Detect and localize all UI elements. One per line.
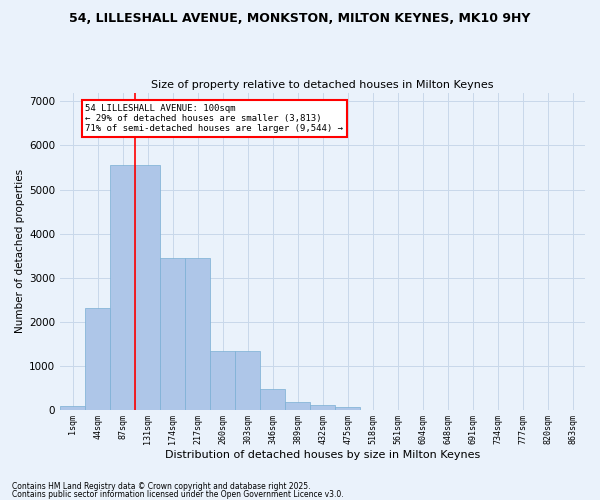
Text: 54 LILLESHALL AVENUE: 100sqm
← 29% of detached houses are smaller (3,813)
71% of: 54 LILLESHALL AVENUE: 100sqm ← 29% of de… xyxy=(85,104,343,134)
Bar xyxy=(135,166,160,410)
Y-axis label: Number of detached properties: Number of detached properties xyxy=(15,169,25,333)
Text: 54, LILLESHALL AVENUE, MONKSTON, MILTON KEYNES, MK10 9HY: 54, LILLESHALL AVENUE, MONKSTON, MILTON … xyxy=(70,12,530,26)
X-axis label: Distribution of detached houses by size in Milton Keynes: Distribution of detached houses by size … xyxy=(165,450,480,460)
Text: Contains public sector information licensed under the Open Government Licence v3: Contains public sector information licen… xyxy=(12,490,344,499)
Title: Size of property relative to detached houses in Milton Keynes: Size of property relative to detached ho… xyxy=(151,80,494,90)
Bar xyxy=(210,352,235,410)
Bar xyxy=(260,389,285,409)
Bar xyxy=(110,166,135,410)
Bar xyxy=(185,258,210,410)
Bar xyxy=(235,352,260,410)
Bar xyxy=(285,402,310,409)
Bar xyxy=(85,308,110,410)
Bar xyxy=(160,258,185,410)
Bar xyxy=(310,405,335,409)
Bar xyxy=(335,406,360,410)
Bar xyxy=(60,406,85,410)
Text: Contains HM Land Registry data © Crown copyright and database right 2025.: Contains HM Land Registry data © Crown c… xyxy=(12,482,311,491)
